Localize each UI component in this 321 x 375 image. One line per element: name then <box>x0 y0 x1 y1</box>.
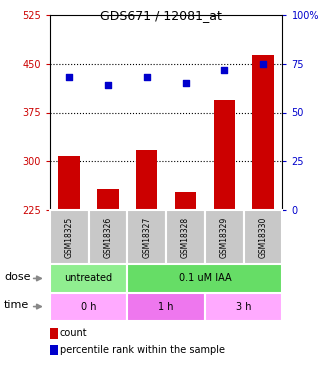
Bar <box>205 292 282 321</box>
Point <box>183 80 188 86</box>
Text: GSM18326: GSM18326 <box>103 216 112 258</box>
Bar <box>50 292 127 321</box>
Bar <box>166 210 205 264</box>
Bar <box>50 210 89 264</box>
Text: GDS671 / 12081_at: GDS671 / 12081_at <box>100 9 221 22</box>
Text: GSM18328: GSM18328 <box>181 217 190 258</box>
Bar <box>50 328 58 339</box>
Point <box>222 67 227 73</box>
Text: GSM18330: GSM18330 <box>259 216 268 258</box>
Text: time: time <box>4 300 29 310</box>
Text: percentile rank within the sample: percentile rank within the sample <box>60 345 225 355</box>
Text: GSM18327: GSM18327 <box>142 216 151 258</box>
Bar <box>214 99 235 210</box>
Text: GSM18325: GSM18325 <box>65 216 74 258</box>
Text: 1 h: 1 h <box>158 302 174 312</box>
Bar <box>244 210 282 264</box>
Bar <box>58 156 80 210</box>
Text: 0 h: 0 h <box>81 302 96 312</box>
Bar <box>175 192 196 210</box>
Point <box>261 61 266 67</box>
Bar <box>97 189 118 210</box>
Text: untreated: untreated <box>65 273 113 284</box>
Bar <box>89 210 127 264</box>
Bar <box>50 345 58 355</box>
Point <box>144 74 149 80</box>
Bar <box>127 210 166 264</box>
Bar <box>252 55 274 210</box>
Text: count: count <box>60 328 88 339</box>
Bar <box>50 264 127 292</box>
Bar <box>127 264 282 292</box>
Bar <box>136 150 157 210</box>
Text: 3 h: 3 h <box>236 302 251 312</box>
Point <box>105 82 110 88</box>
Bar <box>205 210 244 264</box>
Bar <box>127 292 205 321</box>
Text: dose: dose <box>4 272 30 282</box>
Point <box>66 74 72 80</box>
Text: GSM18329: GSM18329 <box>220 216 229 258</box>
Text: 0.1 uM IAA: 0.1 uM IAA <box>178 273 231 284</box>
